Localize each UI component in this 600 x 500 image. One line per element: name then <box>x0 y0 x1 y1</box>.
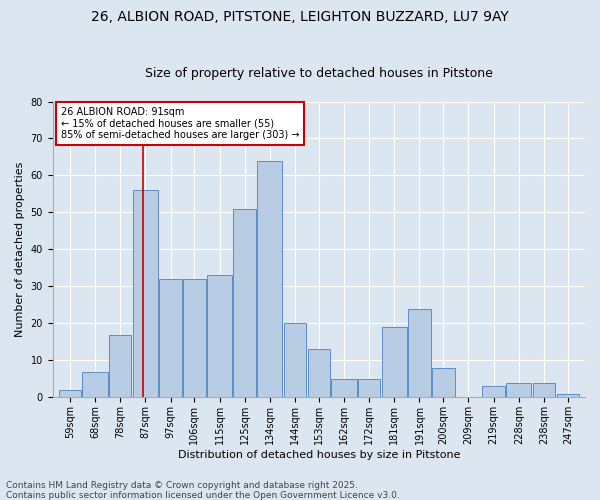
Bar <box>557 394 579 398</box>
Bar <box>183 279 206 398</box>
Bar <box>284 324 306 398</box>
Bar <box>506 382 532 398</box>
Bar <box>432 368 455 398</box>
Bar <box>358 379 380 398</box>
Bar <box>331 379 356 398</box>
Bar <box>408 308 431 398</box>
Text: Contains public sector information licensed under the Open Government Licence v3: Contains public sector information licen… <box>6 491 400 500</box>
Text: 26 ALBION ROAD: 91sqm
← 15% of detached houses are smaller (55)
85% of semi-deta: 26 ALBION ROAD: 91sqm ← 15% of detached … <box>61 107 299 140</box>
Bar <box>308 350 330 398</box>
Bar <box>82 372 107 398</box>
Bar <box>109 334 131 398</box>
Bar <box>533 382 555 398</box>
Bar <box>59 390 81 398</box>
Bar <box>482 386 505 398</box>
Bar <box>133 190 158 398</box>
Title: Size of property relative to detached houses in Pitstone: Size of property relative to detached ho… <box>145 66 493 80</box>
Text: 26, ALBION ROAD, PITSTONE, LEIGHTON BUZZARD, LU7 9AY: 26, ALBION ROAD, PITSTONE, LEIGHTON BUZZ… <box>91 10 509 24</box>
Bar <box>207 276 232 398</box>
Y-axis label: Number of detached properties: Number of detached properties <box>15 162 25 337</box>
Bar <box>257 160 283 398</box>
X-axis label: Distribution of detached houses by size in Pitstone: Distribution of detached houses by size … <box>178 450 460 460</box>
Text: Contains HM Land Registry data © Crown copyright and database right 2025.: Contains HM Land Registry data © Crown c… <box>6 481 358 490</box>
Bar <box>382 327 407 398</box>
Bar <box>159 279 182 398</box>
Bar <box>233 209 256 398</box>
